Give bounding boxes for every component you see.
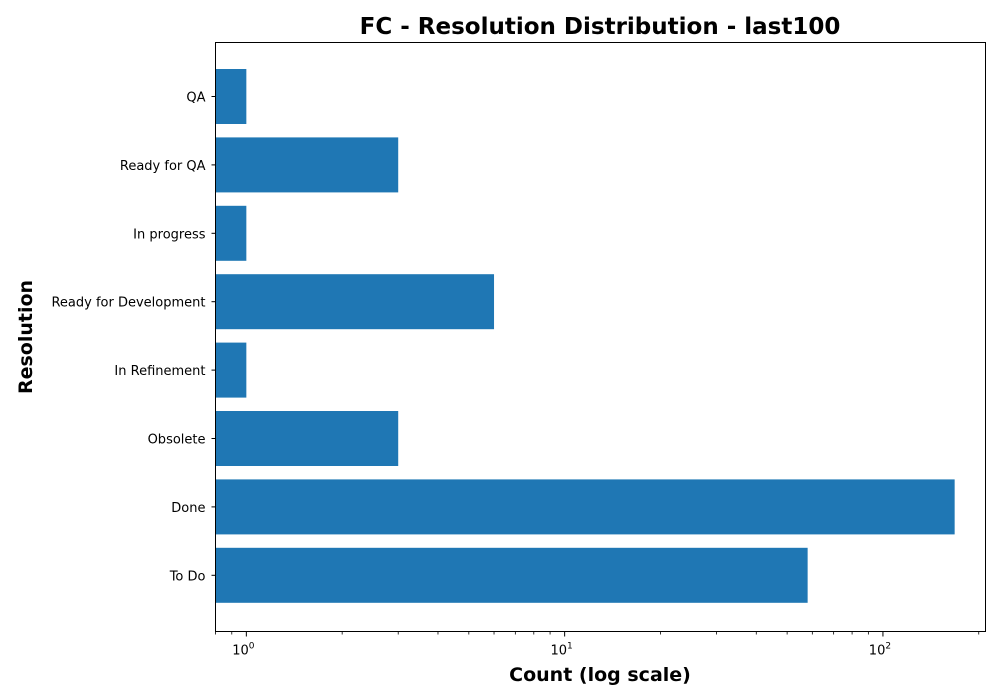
y-tick-label-in-refinement: In Refinement	[114, 364, 205, 379]
plot-frame	[215, 42, 986, 632]
y-tick-label-ready-for-qa: Ready for QA	[120, 159, 206, 174]
y-tick-label-done: Done	[171, 501, 205, 516]
bar-done	[215, 479, 955, 535]
bar-ready-for-qa	[215, 137, 399, 193]
x-tick-label-1: 101	[551, 642, 573, 659]
bar-qa	[215, 69, 247, 124]
bar-in-refinement	[215, 342, 247, 398]
x-axis: 100 101 102	[215, 631, 980, 659]
x-tick-label-0: 100	[232, 642, 255, 659]
y-axis: To Do Done Obsolete In Refinement Ready for …	[51, 91, 216, 584]
y-axis-label: Resolution	[15, 280, 37, 394]
x-tick-label-2: 102	[869, 642, 891, 659]
y-tick-label-ready-for-development: Ready for Development	[51, 296, 205, 311]
bar-in-progress	[215, 205, 247, 261]
bar-obsolete	[215, 411, 399, 466]
plot-area	[215, 69, 955, 603]
x-axis-label: Count (log scale)	[509, 664, 691, 686]
chart-title: FC - Resolution Distribution - last100	[360, 14, 841, 40]
y-tick-label-obsolete: Obsolete	[148, 433, 206, 448]
bar-ready-for-development	[215, 274, 495, 330]
y-tick-label-to-do: To Do	[169, 569, 206, 584]
bar-to-do	[215, 547, 808, 603]
y-tick-label-qa: QA	[186, 91, 205, 106]
y-tick-label-in-progress: In progress	[133, 227, 206, 242]
